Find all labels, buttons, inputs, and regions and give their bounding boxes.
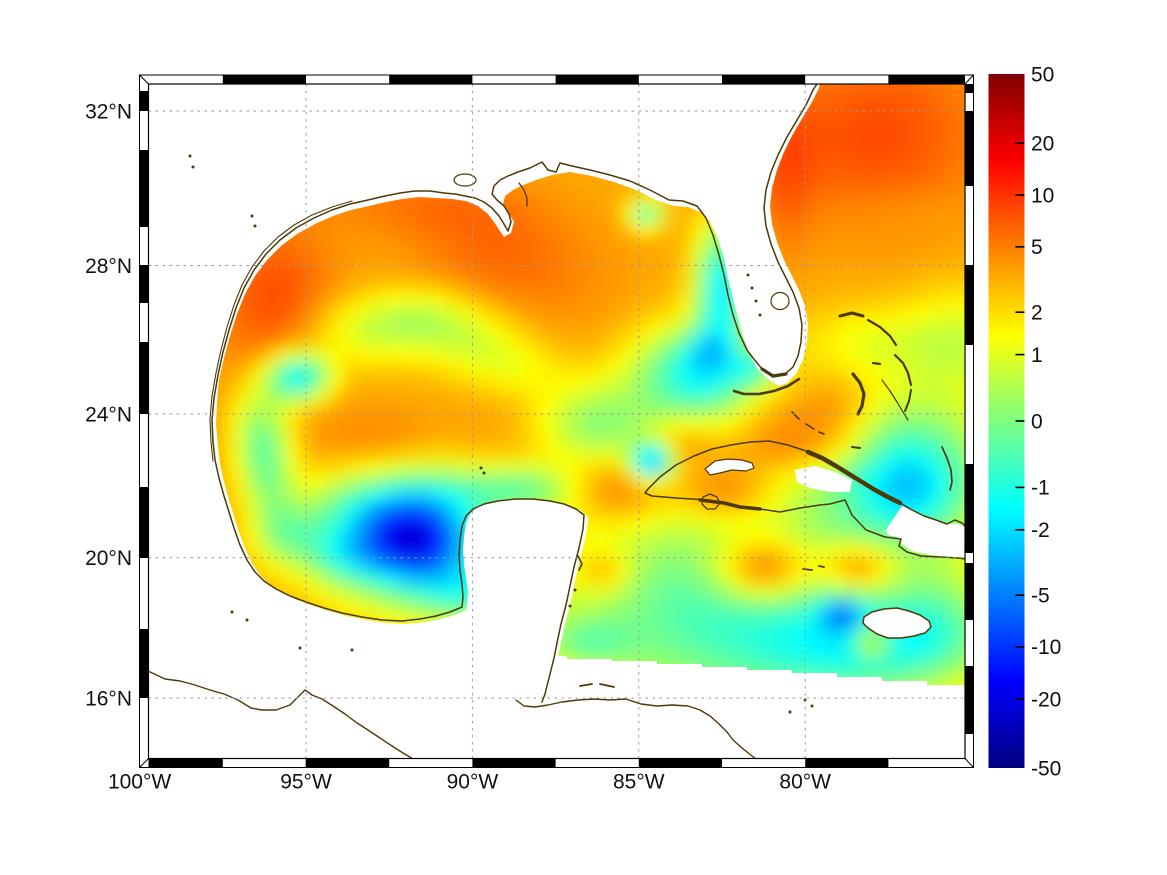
svg-text:10: 10 [1031,184,1054,207]
svg-text:0: 0 [1031,410,1043,433]
svg-text:28°N: 28°N [85,255,132,278]
svg-text:-50: -50 [1031,757,1061,780]
svg-text:20°N: 20°N [85,547,132,570]
svg-text:-1: -1 [1031,477,1050,500]
svg-text:16°N: 16°N [85,687,132,710]
svg-text:100°W: 100°W [108,771,171,794]
svg-text:95°W: 95°W [280,771,332,794]
svg-text:2: 2 [1031,302,1043,325]
svg-text:1: 1 [1031,344,1043,367]
svg-text:90°W: 90°W [447,771,499,794]
svg-text:-5: -5 [1031,585,1050,608]
svg-text:-10: -10 [1031,636,1061,659]
svg-text:-20: -20 [1031,688,1061,711]
svg-text:24°N: 24°N [85,403,132,426]
svg-text:5: 5 [1031,236,1043,259]
svg-text:50: 50 [1031,63,1054,86]
svg-text:-2: -2 [1031,519,1050,542]
svg-text:20: 20 [1031,132,1054,155]
svg-text:32°N: 32°N [85,100,132,123]
svg-text:80°W: 80°W [779,771,831,794]
svg-text:85°W: 85°W [613,771,665,794]
